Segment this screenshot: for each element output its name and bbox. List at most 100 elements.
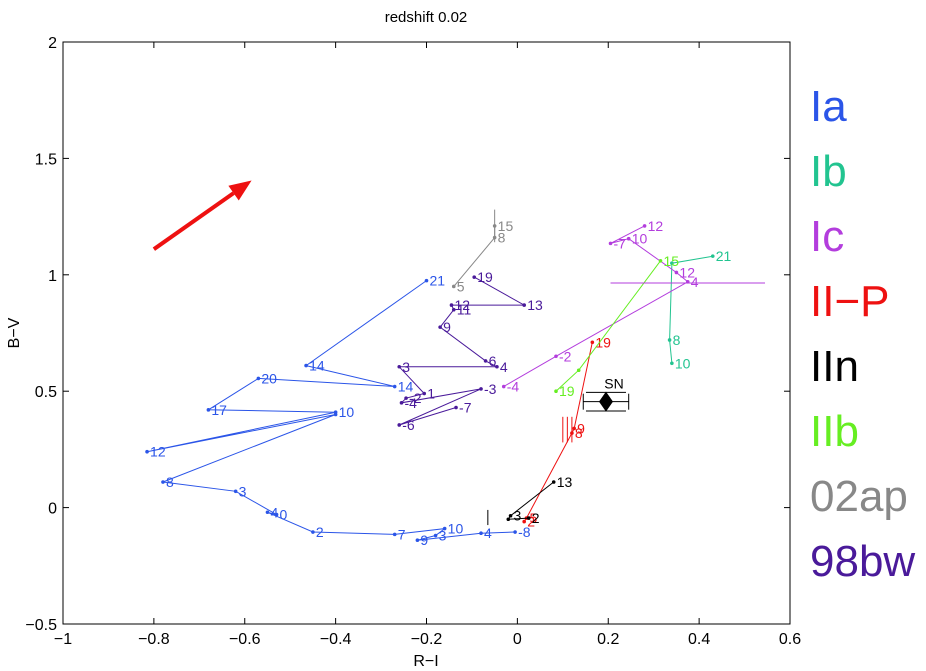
point-label: -2 bbox=[409, 390, 422, 406]
annotations-layer: SN bbox=[152, 180, 766, 526]
data-point bbox=[404, 396, 408, 400]
legend-entry: 02ap bbox=[810, 472, 908, 521]
point-label: 12 bbox=[150, 444, 166, 460]
data-point bbox=[422, 391, 427, 396]
point-label: 20 bbox=[261, 370, 277, 386]
point-label: 3 bbox=[402, 359, 410, 375]
data-point bbox=[454, 405, 458, 410]
legend: Ia Ib Ic II−P IIn IIb 02ap 98bw bbox=[810, 82, 915, 586]
x-tick-label: −0.6 bbox=[229, 631, 261, 648]
point-label: 4 bbox=[691, 274, 699, 290]
point-label: 10 bbox=[448, 521, 464, 537]
point-label: -8 bbox=[518, 524, 531, 540]
data-point bbox=[554, 354, 558, 359]
point-label: -6 bbox=[402, 417, 415, 433]
x-tick-label: 0.2 bbox=[597, 631, 619, 648]
point-label: 12 bbox=[679, 264, 695, 280]
point-label: 2 bbox=[316, 524, 324, 540]
data-point bbox=[495, 364, 499, 369]
y-tick-label: −0.5 bbox=[25, 617, 57, 634]
point-label: 3 bbox=[514, 508, 522, 524]
x-tick-label: −0.4 bbox=[320, 631, 352, 648]
point-label: 13 bbox=[557, 474, 573, 490]
sn-marker bbox=[598, 391, 613, 412]
point-label: 17 bbox=[211, 402, 227, 418]
legend-entry: IIn bbox=[810, 342, 859, 391]
x-tick-label: −0.8 bbox=[138, 631, 170, 648]
point-label: 19 bbox=[477, 269, 493, 285]
legend-entry: Ic bbox=[810, 212, 844, 261]
data-point bbox=[161, 480, 165, 484]
data-point bbox=[667, 338, 672, 342]
point-label: 10 bbox=[675, 355, 691, 371]
series-ib: 21 8 10 bbox=[667, 248, 732, 371]
data-point bbox=[576, 368, 581, 373]
point-label: 3 bbox=[439, 528, 447, 544]
point-label: 15 bbox=[664, 253, 680, 269]
reddening-arrow-head bbox=[228, 180, 252, 201]
y-tick-label: 0.5 bbox=[35, 384, 57, 401]
data-point bbox=[424, 278, 429, 283]
data-point bbox=[554, 389, 558, 394]
point-label: 8 bbox=[575, 425, 583, 441]
data-point bbox=[513, 530, 517, 534]
data-point bbox=[256, 376, 261, 381]
x-tick-label: 0 bbox=[513, 631, 522, 648]
data-point bbox=[433, 533, 438, 538]
point-label: -7 bbox=[614, 235, 627, 251]
data-point bbox=[670, 261, 674, 265]
point-label: 13 bbox=[527, 297, 543, 313]
chart-title: redshift 0.02 bbox=[385, 9, 468, 26]
data-point bbox=[590, 340, 595, 345]
data-point bbox=[522, 519, 526, 524]
point-label: 5 bbox=[457, 278, 465, 294]
data-point bbox=[472, 275, 477, 279]
data-point bbox=[551, 480, 556, 484]
point-label: 8 bbox=[166, 474, 174, 490]
data-point bbox=[658, 259, 663, 263]
data-point bbox=[145, 449, 149, 454]
series-iin: 13 3 2 bbox=[506, 474, 573, 526]
data-point bbox=[626, 236, 631, 241]
data-point bbox=[304, 363, 308, 368]
point-label: 8 bbox=[498, 230, 506, 246]
point-label: -2 bbox=[559, 348, 572, 364]
data-point bbox=[399, 401, 404, 405]
point-label: -7 bbox=[459, 399, 472, 415]
legend-entry: 98bw bbox=[810, 537, 915, 586]
point-label: 8 bbox=[673, 332, 681, 348]
series-line bbox=[669, 255, 713, 364]
point-label: 9 bbox=[420, 532, 428, 548]
data-point bbox=[674, 270, 679, 275]
point-label: 19 bbox=[595, 334, 611, 350]
y-tick-label: 0 bbox=[48, 501, 57, 518]
point-label: 21 bbox=[430, 273, 446, 289]
data-point bbox=[392, 532, 397, 537]
data-point bbox=[274, 512, 279, 517]
data-point bbox=[572, 426, 576, 431]
data-point bbox=[608, 241, 613, 246]
point-label: 2 bbox=[532, 510, 540, 526]
point-label: 9 bbox=[577, 420, 585, 436]
point-label: -4 bbox=[507, 379, 520, 395]
point-label: 7 bbox=[398, 526, 406, 542]
x-tick-label: 0.4 bbox=[688, 631, 710, 648]
data-point bbox=[479, 387, 483, 391]
sn-label: SN bbox=[604, 375, 623, 391]
data-point bbox=[642, 224, 647, 228]
legend-entry: Ib bbox=[810, 147, 847, 196]
reddening-arrow-shaft bbox=[152, 191, 235, 251]
data-point bbox=[397, 364, 402, 369]
data-point bbox=[710, 254, 715, 258]
data-point bbox=[233, 489, 238, 494]
x-tick-label: −1 bbox=[54, 631, 72, 648]
point-label: 4 bbox=[500, 359, 508, 375]
point-label: 11 bbox=[457, 302, 472, 318]
legend-entry: II−P bbox=[810, 277, 890, 326]
